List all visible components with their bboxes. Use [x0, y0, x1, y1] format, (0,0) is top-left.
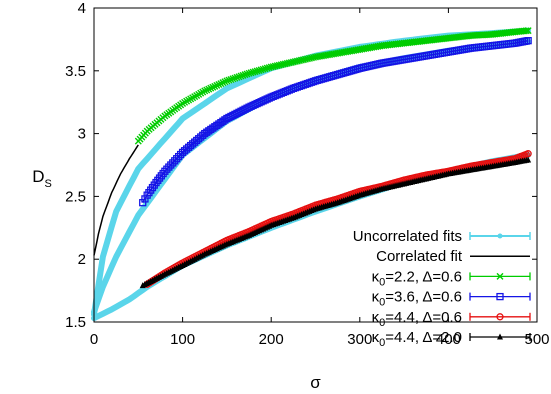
data-point: [201, 87, 209, 95]
data-point: [176, 150, 185, 159]
data-point: [239, 71, 247, 79]
legend-swatch-marker: [497, 333, 503, 340]
data-point: [161, 167, 169, 175]
data-point: [209, 83, 217, 91]
y-axis-label-sub: S: [44, 178, 51, 190]
data-point: [235, 73, 243, 81]
data-point: [205, 85, 213, 93]
data-point: [219, 79, 227, 87]
x-tick-label: 300: [347, 331, 372, 348]
data-point: [241, 71, 249, 79]
x-axis-label: σ: [310, 373, 321, 392]
legend-swatch-marker: [496, 272, 504, 280]
series-markers-2: [134, 27, 532, 145]
series-markers-5: [139, 156, 532, 289]
data-point: [247, 69, 255, 77]
data-line: [142, 159, 529, 287]
legend-label: κ0=2.2, Δ=0.6: [372, 268, 462, 288]
data-point: [245, 69, 253, 77]
legend-entry: κ0=4.4, Δ=0.6: [372, 309, 531, 329]
data-point: [213, 81, 221, 89]
legend-label: κ0=4.4, Δ=0.6: [372, 309, 462, 329]
x-tick-label: 500: [524, 331, 549, 348]
data-line: [146, 152, 529, 285]
ticks-layer: 0 100 200 300 400 500 1.5 2 2.5 3 3.5 4: [65, 0, 549, 348]
data-point: [167, 161, 175, 169]
data-point: [175, 152, 183, 161]
data-point: [229, 75, 237, 83]
data-point: [233, 73, 241, 81]
data-point: [251, 68, 259, 76]
data-point: [231, 74, 239, 82]
x-tick-label: 0: [90, 331, 98, 348]
correlated-fit-curve: [93, 144, 139, 256]
x-tick-label: 100: [170, 331, 195, 348]
plot-layer: [91, 27, 532, 322]
data-point: [211, 82, 219, 90]
legend-entry: κ0=4.4, Δ=2.0: [372, 329, 531, 349]
data-point: [257, 66, 265, 74]
plot-frame: [93, 7, 538, 323]
data-point: [265, 64, 273, 72]
data-point: [263, 64, 271, 72]
legend-entry: κ0=3.6, Δ=0.6: [372, 289, 531, 309]
data-point: [165, 163, 173, 171]
data-point: [223, 77, 231, 85]
data-point: [139, 199, 147, 207]
legend: Uncorrelated fits Correlated fit κ0=2.2, Δ…: [353, 228, 531, 349]
x-tick-label: 400: [436, 331, 461, 348]
data-point: [173, 155, 181, 163]
legend-entry: Correlated fit: [376, 248, 530, 265]
data-point: [203, 86, 211, 94]
data-point: [237, 72, 245, 80]
data-point: [243, 70, 251, 78]
data-point: [524, 27, 532, 35]
legend-swatch-marker: [496, 313, 504, 321]
data-point: [255, 66, 263, 74]
data-point: [227, 75, 235, 83]
y-tick-label: 1.5: [65, 314, 86, 331]
series-markers-3: [139, 37, 532, 207]
data-point: [207, 84, 215, 92]
y-tick-label: 2: [78, 251, 86, 268]
y-tick-label: 2.5: [65, 188, 86, 205]
data-point: [259, 65, 267, 73]
x-tick-label: 200: [259, 331, 284, 348]
legend-label: κ0=3.6, Δ=0.6: [372, 289, 462, 309]
legend-label: Uncorrelated fits: [353, 228, 462, 245]
legend-label: Correlated fit: [376, 248, 463, 265]
data-line: [142, 39, 529, 204]
legend-entry: Uncorrelated fits: [353, 228, 531, 245]
data-point: [217, 80, 225, 88]
data-point: [141, 195, 149, 203]
y-tick-label: 3.5: [65, 63, 86, 80]
legend-entry: κ0=2.2, Δ=0.6: [372, 268, 531, 288]
data-point: [171, 157, 179, 165]
data-point: [163, 165, 171, 173]
legend-label: κ0=4.4, Δ=2.0: [372, 329, 462, 349]
data-point: [215, 81, 223, 88]
data-point: [261, 65, 269, 73]
y-axis-label-main: D: [32, 167, 44, 186]
legend-swatch-point: [497, 233, 503, 239]
data-point: [221, 78, 229, 86]
data-point: [159, 169, 167, 178]
data-point: [525, 156, 532, 163]
data-point: [249, 68, 257, 76]
data-point: [522, 27, 530, 35]
data-point: [169, 159, 177, 167]
data-point: [225, 76, 233, 84]
legend-swatch-marker: [496, 292, 504, 301]
y-tick-label: 4: [78, 0, 86, 17]
y-axis-label: DS: [32, 167, 52, 190]
y-tick-label: 3: [78, 126, 86, 143]
data-point: [253, 67, 261, 75]
data-point: [524, 37, 532, 45]
